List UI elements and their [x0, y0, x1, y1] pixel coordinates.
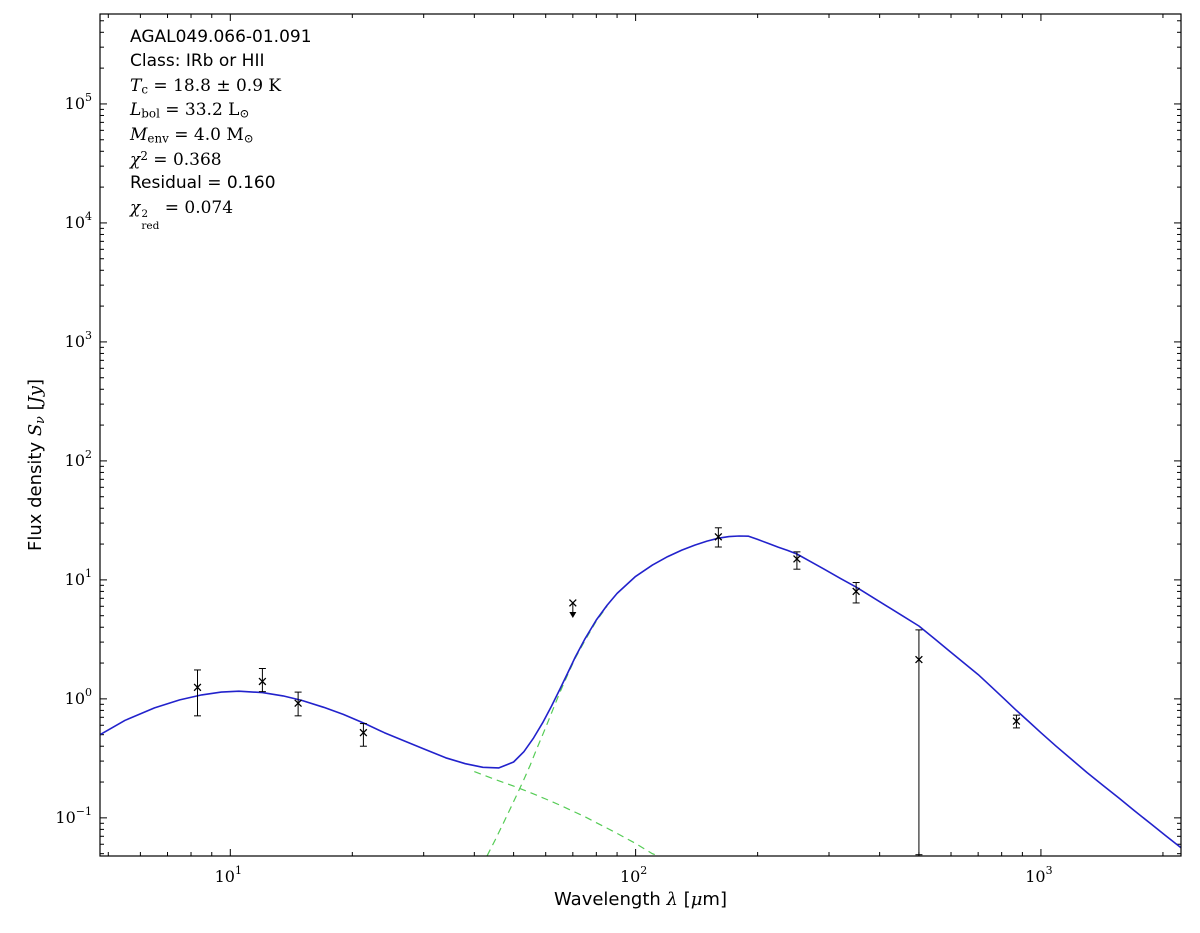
tick-label: 105 — [65, 91, 92, 113]
tick-label: 100 — [65, 686, 92, 708]
label-segment: L — [130, 100, 142, 121]
tick-label: 103 — [1025, 864, 1052, 886]
annotation-line-7: Residual = 0.160 — [130, 173, 312, 197]
annotation-line-5: Menv = 4.0 M⊙ — [130, 125, 312, 149]
label-segment: AGAL049.066-01.091 — [130, 27, 312, 47]
tick-label: 10−1 — [55, 805, 92, 827]
label-segment: ν — [31, 416, 47, 424]
label-segment: μ — [690, 889, 703, 910]
tick-label: 102 — [65, 448, 92, 470]
tick-label: 103 — [65, 329, 92, 351]
math-stack: 2 red — [141, 208, 160, 232]
label-segment: Residual = 0.160 — [130, 173, 276, 194]
label-segment: S — [25, 423, 47, 437]
annotation-line-4: Lbol = 33.2 L⊙ — [130, 100, 312, 124]
label-segment: M — [130, 124, 148, 145]
label-segment: [ — [677, 889, 691, 910]
tick-label: 102 — [620, 864, 647, 886]
label-segment: Jy — [25, 386, 47, 404]
label-segment: = 4.0 M — [168, 124, 244, 145]
data-marker — [568, 599, 577, 607]
annotation-line-6: χ2 = 0.368 — [130, 149, 312, 173]
label-segment: ⊙ — [239, 106, 250, 121]
series-warm-component — [474, 771, 659, 857]
annotation-line-2: Class: IRb or HII — [130, 51, 312, 75]
plot-border — [99, 13, 1182, 857]
annotation-block: AGAL049.066-01.091 Class: IRb or HII Tc = … — [130, 27, 312, 231]
annotation-line-8: χ 2 red = 0.074 — [130, 197, 312, 231]
label-segment: bol — [141, 106, 160, 121]
label-segment: Flux density — [25, 436, 47, 552]
label-segment: env — [147, 131, 169, 146]
label-segment: = 0.074 — [159, 197, 234, 218]
tick-label: 101 — [215, 864, 242, 886]
label-segment: m] — [702, 889, 727, 910]
series-cold-component — [486, 605, 608, 857]
label-segment: ⊙ — [243, 131, 254, 146]
label-segment: [ — [25, 403, 47, 417]
tick-label: 104 — [65, 210, 92, 232]
label-segment: 2 — [140, 148, 148, 163]
data-marker — [258, 677, 267, 686]
data-marker — [359, 728, 368, 737]
annotation-line-3: Tc = 18.8 ± 0.9 K — [130, 76, 312, 100]
y-axis-label: Flux density Sν [Jy] — [25, 379, 47, 551]
data-marker — [915, 655, 923, 664]
tick-label: 101 — [65, 567, 92, 589]
upper-limit-arrowhead — [569, 611, 577, 618]
data-marker — [714, 532, 723, 541]
annotation-line-1: AGAL049.066-01.091 — [130, 27, 312, 51]
data-marker — [294, 699, 302, 708]
label-segment: T — [130, 75, 142, 96]
label-segment: χ — [130, 197, 141, 218]
x-axis-label: Wavelength λ [μm] — [100, 889, 1181, 910]
label-segment: ] — [25, 378, 47, 387]
label-segment: λ — [666, 889, 678, 910]
label-segment: c — [141, 82, 149, 97]
label-segment: = 18.8 ± 0.9 K — [148, 75, 282, 96]
data-marker — [793, 555, 801, 563]
label-segment: Wavelength — [554, 889, 667, 910]
data-marker — [193, 683, 202, 692]
label-segment: χ — [130, 149, 141, 170]
data-marker — [852, 587, 860, 596]
data-marker — [1012, 717, 1021, 725]
label-segment: Class: IRb or HII — [130, 51, 265, 72]
label-segment: = 0.368 — [147, 149, 222, 170]
label-segment: = 33.2 L — [159, 100, 240, 121]
